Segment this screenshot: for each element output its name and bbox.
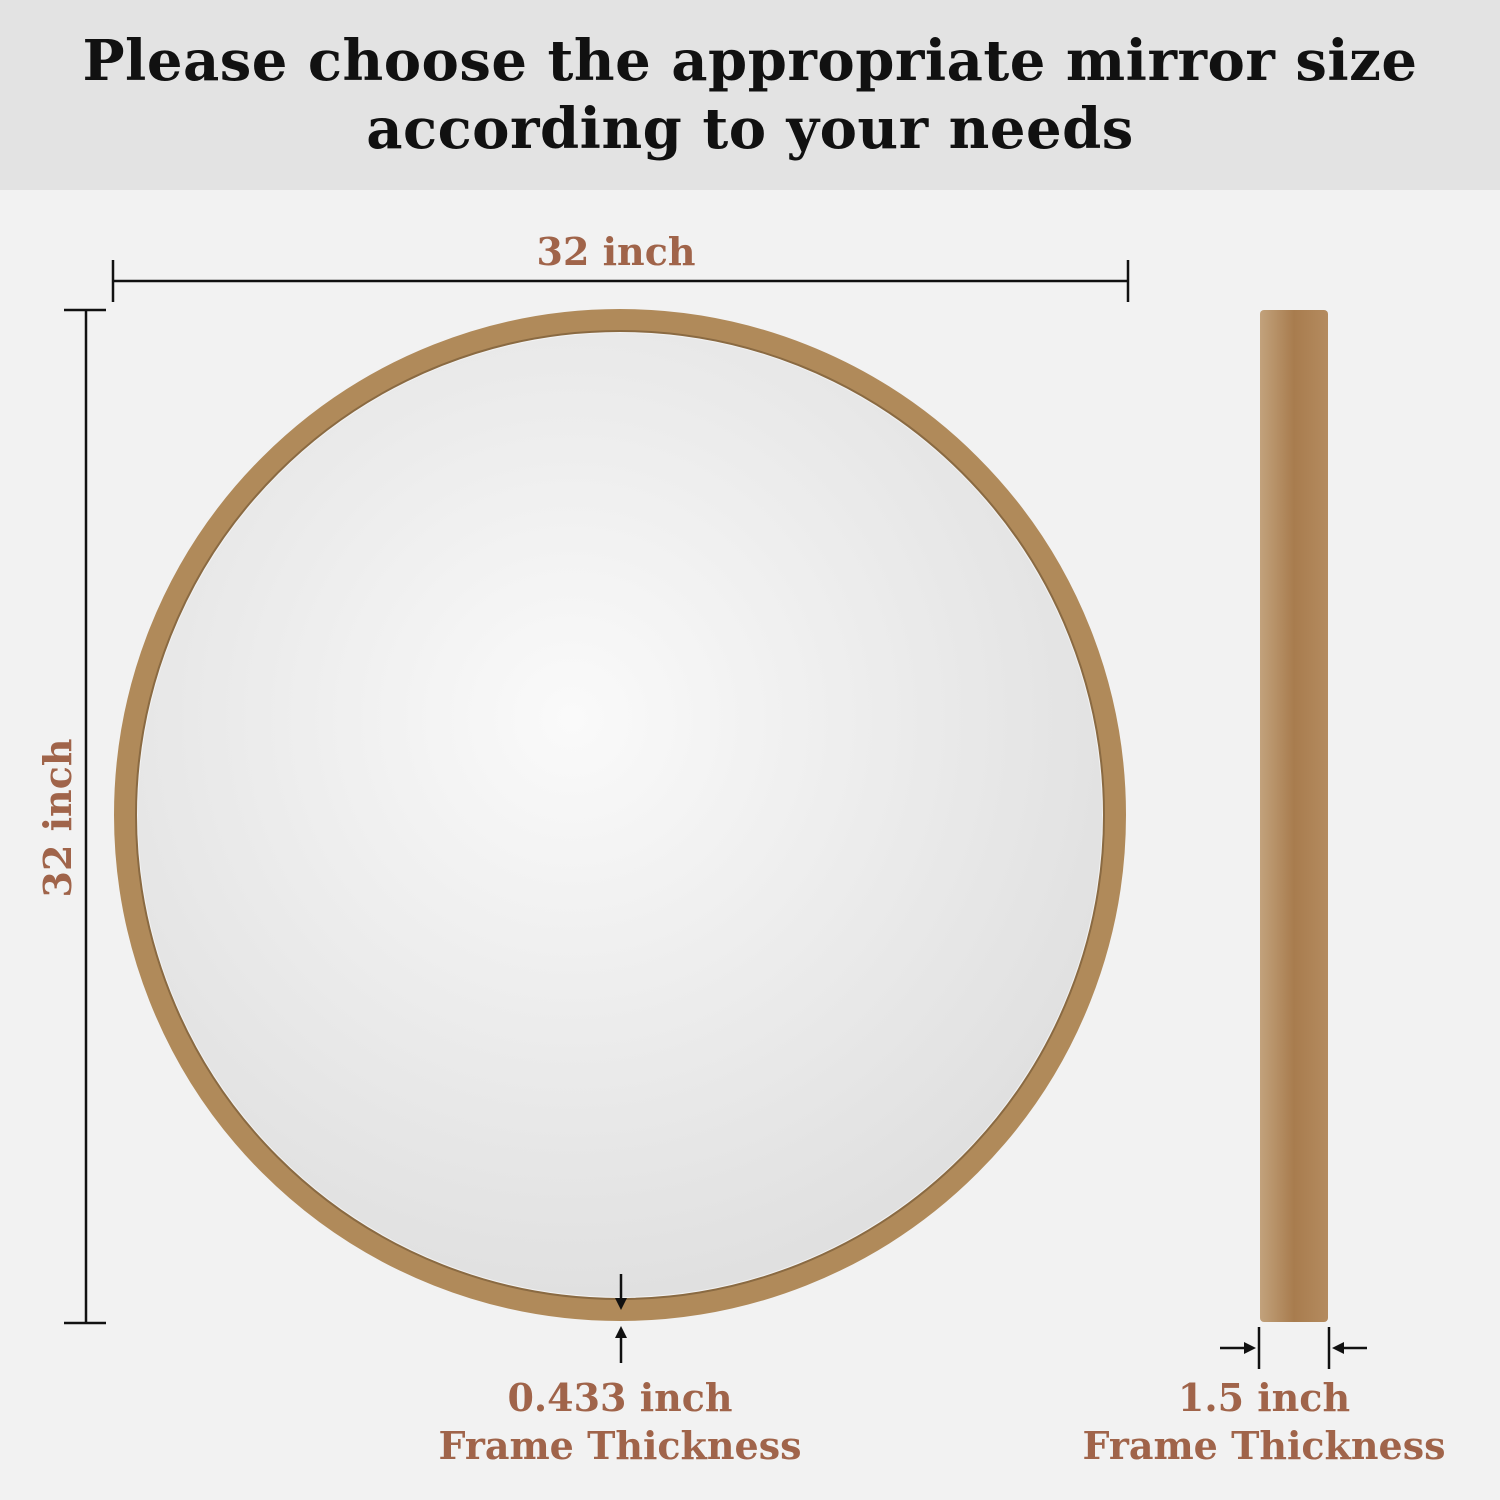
width-dimension-line [111, 260, 1130, 302]
front-thickness-value: 0.433 inch [507, 1375, 733, 1420]
front-thickness-arrows [615, 1274, 627, 1363]
header-line-1: Please choose the appropriate mirror siz… [82, 28, 1418, 94]
side-thickness-arrows [1220, 1327, 1367, 1369]
side-thickness-value: 1.5 inch [1177, 1375, 1351, 1420]
mirror-frame [114, 309, 1126, 1321]
header-line-2: according to your needs [366, 96, 1134, 162]
mirror-side-profile [1260, 310, 1328, 1322]
side-thickness-label: Frame Thickness [1082, 1423, 1446, 1468]
height-label: 32 inch [35, 738, 80, 898]
header-banner: Please choose the appropriate mirror siz… [0, 0, 1500, 190]
height-dimension-line [64, 308, 106, 1325]
mirror-glass [138, 333, 1102, 1297]
width-label: 32 inch [536, 229, 696, 274]
front-thickness-label: Frame Thickness [438, 1423, 802, 1468]
